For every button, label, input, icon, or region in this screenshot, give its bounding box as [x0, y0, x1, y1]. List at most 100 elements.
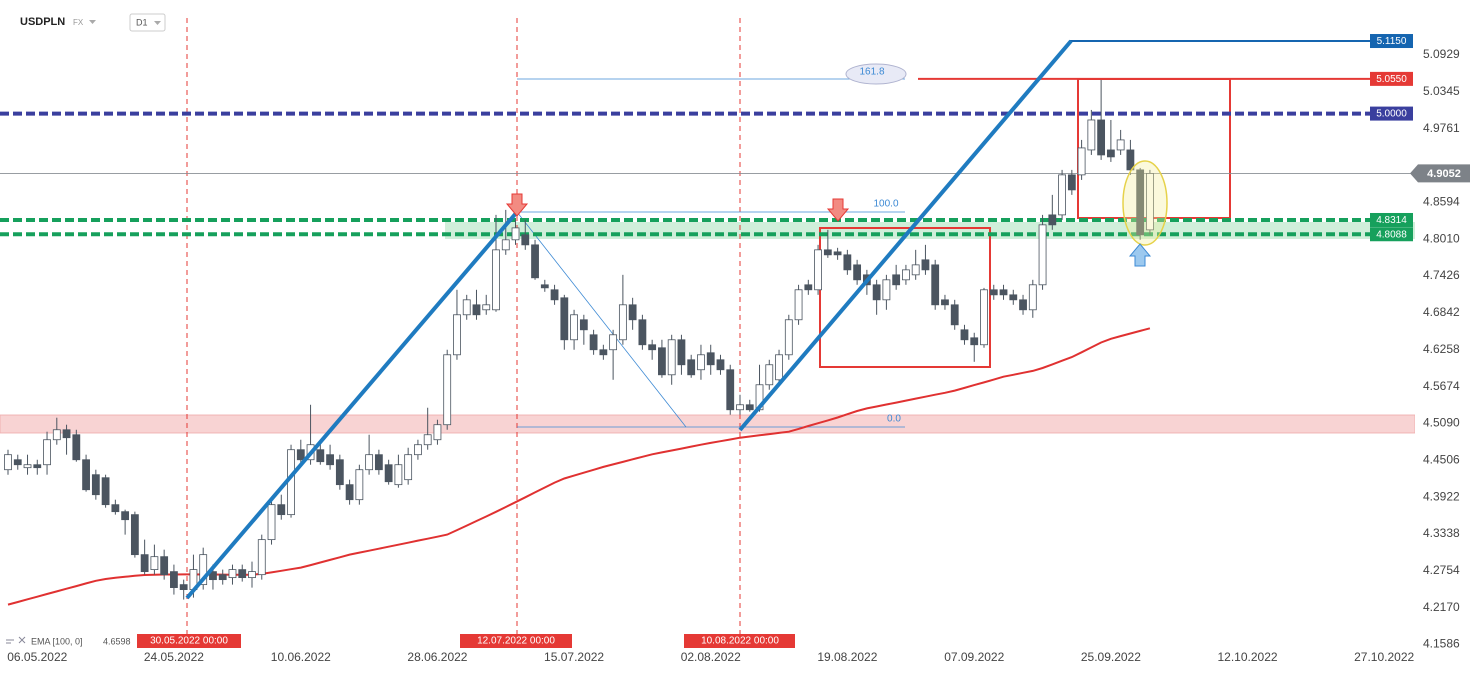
down-arrow	[505, 193, 529, 217]
candle-body	[82, 459, 90, 491]
candle-body	[1048, 214, 1057, 226]
ema-legend: EMA [100, 0]	[31, 636, 83, 646]
candle-body	[238, 569, 247, 579]
candle-body	[804, 284, 813, 291]
candle-body	[228, 569, 237, 579]
y-tick-label: 4.5090	[1423, 416, 1460, 430]
candle-body	[33, 464, 42, 469]
level-tag	[1370, 71, 1413, 86]
candle-body	[1106, 149, 1115, 158]
level-tag-label: 5.0550	[1376, 74, 1407, 85]
candle-body	[355, 469, 364, 501]
candle-body	[13, 459, 22, 466]
date-tag-label: 12.07.2022 00:00	[477, 636, 555, 647]
candle-body	[43, 439, 51, 466]
level-tag-label: 5.0000	[1376, 109, 1407, 120]
candle-body	[433, 424, 442, 441]
x-tick-label: 07.09.2022	[944, 650, 1004, 664]
date-tag-label: 10.08.2022 00:00	[701, 636, 779, 647]
trend-line	[738, 39, 1073, 432]
candle-body	[892, 274, 901, 286]
fib-label: 161.8	[859, 67, 884, 78]
candle-body	[941, 299, 949, 306]
dropdown-icon[interactable]	[89, 20, 96, 24]
candle-body	[296, 449, 305, 461]
candle-body	[257, 539, 266, 576]
candle-body	[570, 314, 578, 341]
candle-body	[394, 464, 403, 486]
candle-body	[902, 269, 910, 281]
y-tick-label: 4.9761	[1423, 121, 1460, 135]
candle-body	[326, 454, 334, 466]
x-tick-label: 10.06.2022	[271, 650, 331, 664]
current-price-tag	[1410, 164, 1470, 183]
candle-body	[784, 319, 793, 356]
date-tag	[460, 634, 572, 648]
candle-body	[628, 304, 637, 321]
level-tag	[1370, 212, 1413, 227]
y-tick-label: 4.6842	[1423, 305, 1460, 319]
candle-body	[23, 464, 32, 469]
candle-body	[345, 484, 354, 501]
y-tick-label: 4.8010	[1423, 231, 1460, 245]
candle-body	[697, 354, 705, 371]
candle-body	[1087, 119, 1096, 151]
candle-body	[960, 329, 969, 341]
y-tick-label: 4.8594	[1423, 194, 1460, 208]
fib-label: 100.0	[873, 199, 898, 210]
fib-label: 0.0	[887, 414, 901, 425]
candle-body	[736, 404, 744, 411]
candle-body	[1038, 224, 1047, 286]
interval-select[interactable]	[129, 13, 166, 32]
legend-icon	[6, 639, 14, 644]
candle-body	[1136, 169, 1145, 236]
symbol: USDPLN	[20, 16, 65, 28]
candle-body	[609, 334, 618, 351]
ema-legend-value: 4.6598	[103, 636, 131, 646]
candle-body	[560, 297, 569, 341]
x-tick-label: 06.05.2022	[7, 650, 67, 664]
y-tick-label: 4.3922	[1423, 489, 1460, 503]
interval: D1	[136, 17, 148, 27]
candle-body	[882, 279, 891, 301]
candle-body	[472, 304, 481, 316]
y-tick-label: 4.5674	[1423, 379, 1460, 393]
candle-body	[579, 319, 588, 331]
candle-body	[511, 227, 520, 241]
x-tick-label: 24.05.2022	[144, 650, 204, 664]
legend-close[interactable]	[18, 636, 26, 644]
candle-body	[1146, 173, 1154, 231]
x-tick-label: 02.08.2022	[681, 650, 741, 664]
candle-body	[501, 239, 510, 251]
candle-body	[248, 571, 256, 579]
dropdown-icon[interactable]	[154, 21, 161, 25]
candle-body	[62, 429, 71, 439]
candle-body	[872, 284, 881, 301]
candle-body	[833, 251, 842, 256]
candle-body	[853, 264, 862, 281]
candle-body	[589, 334, 598, 351]
candle-body	[970, 337, 979, 346]
candle-body	[130, 514, 139, 556]
candle-body	[814, 249, 822, 291]
candle-body	[1028, 284, 1037, 311]
candle-body	[599, 349, 608, 356]
candle-body	[267, 504, 276, 541]
candle-body	[91, 474, 100, 496]
x-tick-label: 15.07.2022	[544, 650, 604, 664]
y-tick-label: 4.4506	[1423, 452, 1460, 466]
candle-body	[775, 354, 783, 381]
range-box	[819, 227, 991, 368]
candle-body	[316, 449, 325, 463]
candle-body	[423, 434, 432, 446]
candle-body	[453, 314, 461, 356]
candle-body	[170, 571, 178, 588]
candle-body	[765, 364, 774, 386]
candle-body	[687, 359, 696, 376]
candle-body	[1097, 119, 1106, 156]
candle-body	[1067, 174, 1076, 191]
y-tick-label: 5.0929	[1423, 47, 1460, 61]
candle-body	[794, 289, 803, 321]
candle-body	[404, 454, 413, 481]
